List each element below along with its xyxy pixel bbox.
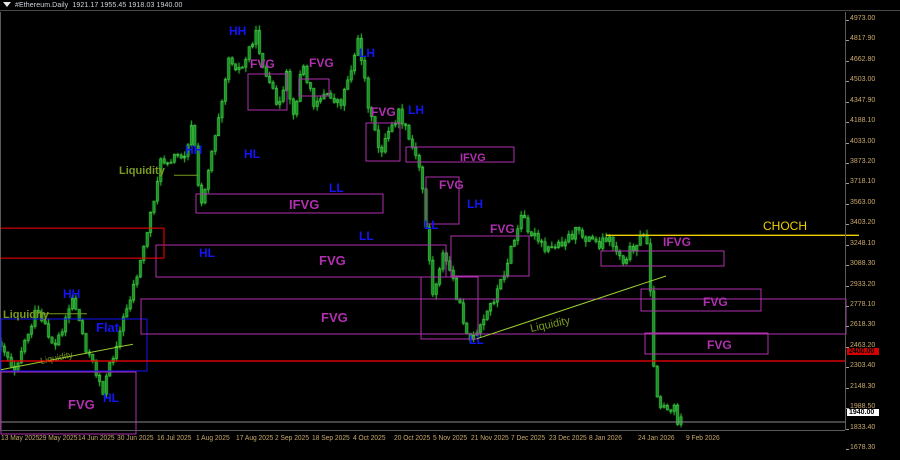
svg-text:Liquidity: Liquidity <box>39 349 74 366</box>
svg-text:FVG: FVG <box>439 178 464 192</box>
svg-text:Flat: Flat <box>96 320 120 335</box>
svg-text:Liquidity: Liquidity <box>119 165 166 177</box>
svg-text:HL: HL <box>244 147 260 161</box>
svg-text:FVG: FVG <box>309 56 334 70</box>
svg-text:LH: LH <box>408 103 424 117</box>
svg-text:FVG: FVG <box>490 222 515 236</box>
svg-text:LL: LL <box>359 229 374 243</box>
svg-text:LH: LH <box>467 197 483 211</box>
svg-text:FVG: FVG <box>703 295 728 309</box>
svg-text:LL: LL <box>329 181 344 195</box>
svg-text:FVG: FVG <box>371 105 396 119</box>
svg-text:LH: LH <box>359 46 375 60</box>
svg-text:CHOCH: CHOCH <box>763 219 807 233</box>
svg-text:FVG: FVG <box>250 57 275 71</box>
svg-text:FVG: FVG <box>321 310 348 325</box>
svg-text:LL: LL <box>469 333 484 347</box>
svg-text:IFVG: IFVG <box>663 235 691 249</box>
svg-text:HL: HL <box>199 246 215 260</box>
svg-text:FVG: FVG <box>319 253 346 268</box>
svg-text:HH: HH <box>63 287 80 301</box>
svg-text:FVG: FVG <box>707 338 732 352</box>
svg-text:Liquidity: Liquidity <box>529 315 571 335</box>
svg-text:HL: HL <box>103 391 119 405</box>
